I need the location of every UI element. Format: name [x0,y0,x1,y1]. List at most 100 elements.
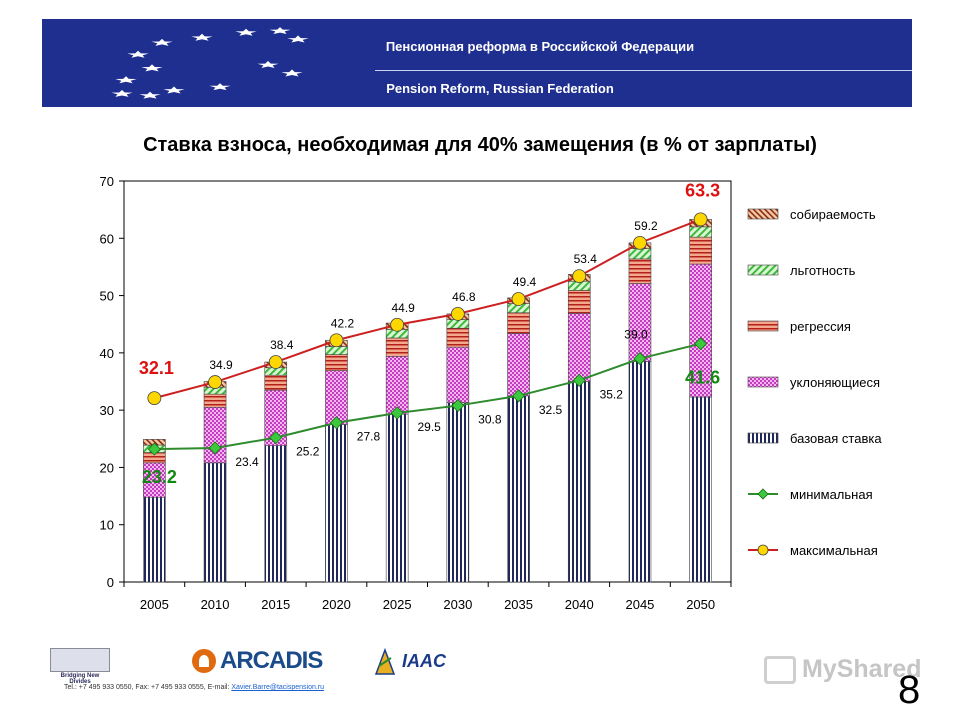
star-icon [209,83,231,91]
legend-swatch [747,208,779,220]
star-icon [191,33,213,41]
max-value-label: 42.2 [331,316,355,330]
bar-segment-evasion [385,355,409,415]
legend-label: максимальная [790,543,878,558]
header-banner: Пенсионная реформа в Российской Федераци… [42,19,912,107]
star-icon [163,86,185,94]
min-value-label: 23.2 [142,467,177,487]
bar-segment-base [203,462,227,583]
min-point [208,441,222,455]
legend-label: регрессия [790,319,851,334]
bar-segment-base [567,381,591,583]
ewi-logo: Bridging New Divides [50,648,110,685]
eu-stars-icon [111,27,309,99]
legend-label: базовая ставка [790,431,882,446]
bar-segment-regression [628,258,652,284]
x-tick-label: 2030 [443,597,472,612]
arcadis-wordmark: ARCADIS [220,647,323,674]
bar-segment-evasion [567,313,591,382]
bar-segment-base [689,396,712,583]
min-value-label: 35.2 [600,387,624,401]
chart-lines [147,212,708,456]
star-icon [257,61,279,68]
watermark: MyShared [764,655,921,684]
star-icon [281,69,303,77]
legend-swatch-marker [757,488,769,500]
max-point [450,307,465,321]
bar-segment-regression [689,236,712,265]
min-value-label: 25.2 [296,445,320,459]
legend-swatch-marker [757,544,769,556]
bar-segment-regression [446,327,470,348]
x-tick-label: 2010 [201,597,230,612]
chart-bars [143,219,712,583]
min-value-label: 30.8 [478,413,502,427]
max-value-label: 34.9 [209,358,233,372]
y-tick-label: 60 [100,231,114,246]
y-tick-label: 70 [100,174,114,189]
star-icon [127,50,149,58]
y-tick-label: 20 [100,460,114,475]
bar-segment-regression [567,290,591,314]
min-point [694,337,708,351]
max-point [390,317,405,332]
footer-email-link[interactable]: Xavier.Barre@tacispension.ru [231,684,325,691]
bar-segment-regression [507,312,530,334]
min-point [147,442,161,456]
y-tick-label: 30 [100,403,114,418]
bar-segment-regression [385,337,409,357]
bar-segment-regression [325,354,348,371]
star-icon [287,35,309,43]
max-point [511,292,526,306]
bar-segment-base [385,413,409,583]
max-line [154,218,702,400]
max-value-label: 49.4 [513,275,537,289]
legend-label: уклоняющиеся [790,375,880,390]
min-point [572,373,586,387]
bar-segment-base [264,445,288,583]
min-point [511,389,526,403]
max-point [208,375,222,389]
watermark-icon [764,655,796,684]
star-icon [115,76,137,84]
header-title-ru: Пенсионная реформа в Российской Федераци… [385,39,695,54]
min-value-label: 27.8 [357,430,381,444]
max-value-label: 32.1 [139,358,174,378]
star-icon [269,27,291,34]
min-value-label: 32.5 [539,403,563,417]
star-icon [235,28,257,36]
slide-title: Ставка взноса, необходимая для 40% замещ… [143,134,817,156]
min-value-label: 39.0 [624,328,648,342]
bar-segment-privileges [689,226,712,238]
bar-segment-privileges [446,319,470,329]
bar-segment-regression [264,374,288,391]
bar-segment-regression [203,393,227,408]
legend-swatch [747,264,779,276]
min-point [269,431,283,445]
legend-label: минимальная [790,487,873,502]
min-point [329,416,344,430]
min-point [633,352,647,366]
bar-segment-base [143,496,166,583]
max-value-label: 46.8 [452,290,476,304]
watermark-text: MyShared [802,655,922,683]
y-tick-label: 0 [107,575,114,590]
bar-segment-base [507,395,530,583]
max-value-label: 59.2 [634,219,658,233]
x-tick-label: 2020 [322,597,351,612]
x-tick-label: 2050 [686,597,715,612]
max-value-label: 44.9 [391,301,415,315]
legend-swatch [747,432,779,444]
max-value-label: 38.4 [270,338,294,352]
min-value-label: 23.4 [235,455,259,469]
bar-segment-privileges [325,346,348,355]
min-value-label: 41.6 [685,368,720,388]
bar-segment-privileges [628,248,652,260]
header-title-en: Pension Reform, Russian Federation [386,81,614,96]
y-tick-label: 10 [100,518,114,533]
legend-label: собираемость [790,207,876,222]
iaac-logo: IAAC [372,646,446,676]
star-icon [139,91,161,99]
